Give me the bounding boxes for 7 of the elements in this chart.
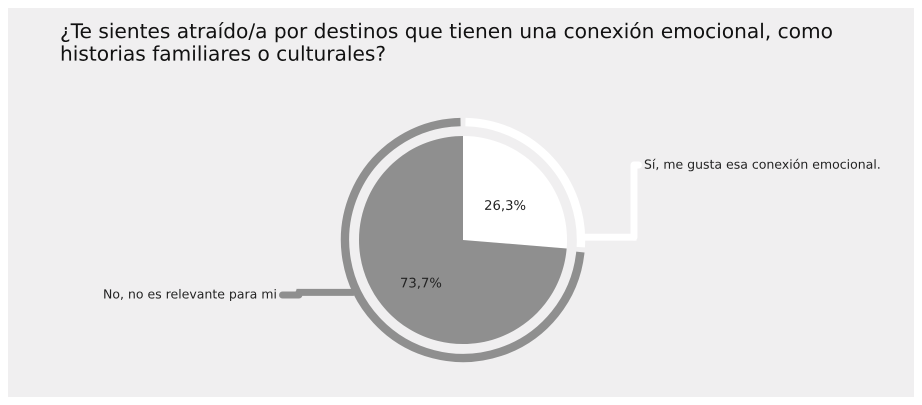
chart-title: ¿Te sientes atraído/a por destinos que tienen una conexión emocional, como historias familiares o culturales? xyxy=(61,22,832,61)
data-label: 26,3% xyxy=(485,200,526,212)
pie-slice xyxy=(463,136,567,248)
legend-label: No, no es relevante para mi xyxy=(104,288,276,302)
slice-label: Sí, me gusta esa conexión emocional. xyxy=(644,158,880,172)
data-label: 73,7% xyxy=(401,278,442,289)
pie-slice xyxy=(359,136,567,344)
